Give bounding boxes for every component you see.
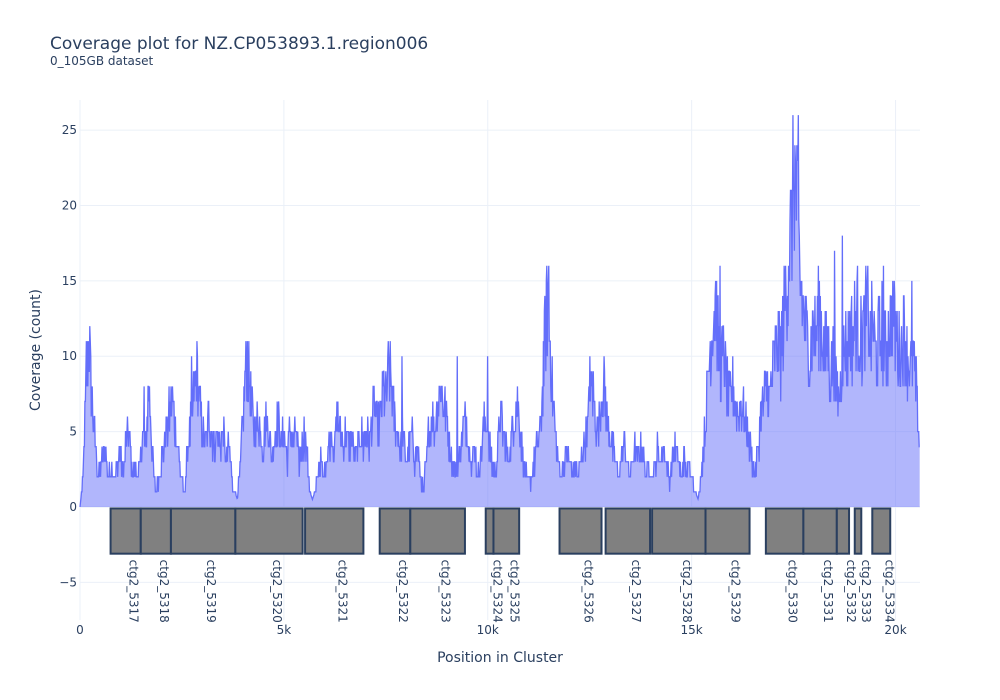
gene-label: ctg2_5324 xyxy=(491,560,505,623)
y-axis-title: Coverage (count) xyxy=(28,289,44,411)
gene-block[interactable] xyxy=(835,507,851,555)
gene-block[interactable] xyxy=(169,507,237,555)
y-tick-label: 15 xyxy=(62,274,77,288)
gene-label: ctg2_5333 xyxy=(859,560,873,623)
x-tick-label: 5k xyxy=(277,623,292,637)
gene-label: ctg2_5323 xyxy=(439,560,453,623)
gene-label: ctg2_5330 xyxy=(786,560,800,623)
gene-label: ctg2_5329 xyxy=(729,560,743,623)
y-tick-label: −5 xyxy=(59,575,77,589)
gene-track: ctg2_5317 ctg2_5318 ctg2_5319 ctg2_5320 ctg2… xyxy=(109,507,896,623)
y-tick-label: 10 xyxy=(62,349,77,363)
chart-subtitle: 0_105GB dataset xyxy=(50,54,154,68)
chart-title: Coverage plot for NZ.CP053893.1.region00… xyxy=(50,34,429,54)
gene-block[interactable] xyxy=(409,507,466,555)
gene-block[interactable] xyxy=(304,507,365,555)
x-axis-title: Position in Cluster xyxy=(437,650,563,666)
gene-label: ctg2_5331 xyxy=(821,560,835,623)
gene-label: ctg2_5334 xyxy=(882,560,896,623)
y-tick-label: 20 xyxy=(62,199,77,213)
gene-block[interactable] xyxy=(558,507,603,555)
x-tick-label: 20k xyxy=(884,623,906,637)
gene-label: ctg2_5332 xyxy=(844,560,858,623)
gene-label: ctg2_5321 xyxy=(335,560,349,623)
gene-label: ctg2_5326 xyxy=(582,560,596,623)
gene-label: ctg2_5322 xyxy=(396,560,410,623)
gene-label: ctg2_5317 xyxy=(127,560,141,623)
gene-block[interactable] xyxy=(604,507,652,555)
coverage-area xyxy=(80,115,920,507)
gene-label: ctg2_5328 xyxy=(680,560,694,623)
y-tick-label: 0 xyxy=(69,500,77,514)
coverage-line[interactable] xyxy=(79,115,920,508)
gene-block[interactable] xyxy=(378,507,412,555)
gene-block[interactable] xyxy=(704,507,751,555)
gene-block[interactable] xyxy=(802,507,838,555)
x-tick-label: 15k xyxy=(681,623,703,637)
y-tick-label: 5 xyxy=(69,425,77,439)
gene-label: ctg2_5325 xyxy=(507,560,521,623)
gene-block[interactable] xyxy=(651,507,707,555)
gene-block[interactable] xyxy=(139,507,172,555)
gene-block[interactable] xyxy=(853,507,863,555)
x-tick-label: 10k xyxy=(477,623,499,637)
gene-block[interactable] xyxy=(764,507,805,555)
gene-label: ctg2_5327 xyxy=(629,560,643,623)
gene-block[interactable] xyxy=(109,507,142,555)
coverage-area-layer xyxy=(79,115,920,508)
gene-block[interactable] xyxy=(484,507,495,555)
gene-block[interactable] xyxy=(492,507,521,555)
gene-label: ctg2_5318 xyxy=(157,560,171,623)
y-tick-label: 25 xyxy=(62,123,77,137)
x-tick-label: 0 xyxy=(76,623,84,637)
axis-ticks: −5 0 5 10 15 20 25 0 5k 10k 15k 20k xyxy=(59,123,906,637)
gene-label: ctg2_5319 xyxy=(204,560,218,623)
gene-block[interactable] xyxy=(234,507,304,555)
gene-block[interactable] xyxy=(871,507,892,555)
gene-label: ctg2_5320 xyxy=(270,560,284,623)
